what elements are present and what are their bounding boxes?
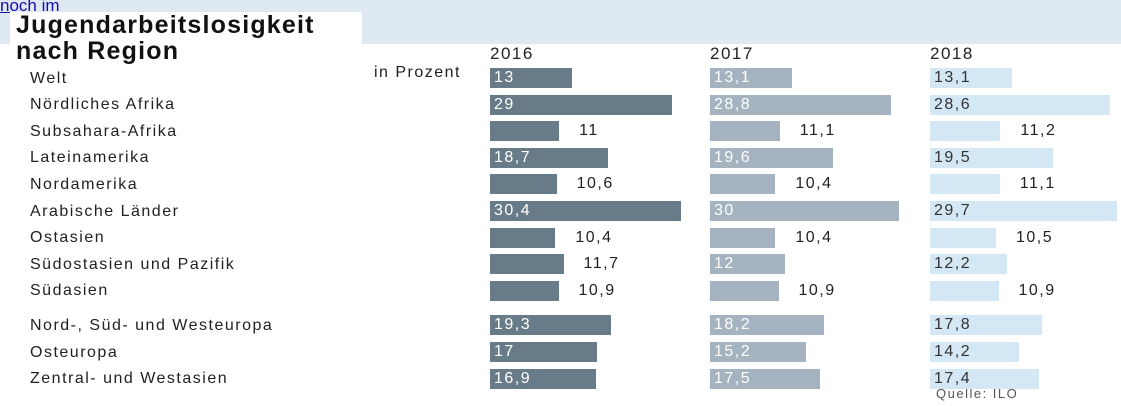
bar <box>710 201 899 221</box>
bar <box>710 121 780 142</box>
value-label: 19,6 <box>714 148 752 166</box>
bar <box>490 342 597 362</box>
chart-title: Jugendarbeitslosigkeit nach Region <box>10 12 362 64</box>
bar <box>930 147 1053 168</box>
bar <box>490 68 572 88</box>
category-label: Welt <box>30 69 68 87</box>
value-label: 11,1 <box>799 122 836 140</box>
value-label: 12,2 <box>934 255 972 273</box>
bar <box>710 94 892 115</box>
value-label: 29,7 <box>934 202 972 219</box>
bar <box>930 280 999 301</box>
bar <box>710 254 786 275</box>
bar <box>930 368 1040 389</box>
value-label: 13 <box>494 69 515 86</box>
value-label: 30,4 <box>494 202 532 219</box>
value-label: 10,6 <box>576 175 614 193</box>
value-label: 11,7 <box>583 255 620 273</box>
bar <box>710 368 820 389</box>
bar <box>710 174 776 195</box>
value-label: 13,1 <box>714 69 752 86</box>
value-label: 10,4 <box>795 175 833 193</box>
bar <box>710 342 806 362</box>
bar <box>490 94 673 115</box>
value-label: 28,8 <box>714 95 752 113</box>
bar <box>930 174 1000 195</box>
category-label: Südasien <box>30 282 109 300</box>
value-label: 17,5 <box>714 369 752 387</box>
category-label: Osteuropa <box>30 343 119 361</box>
bar <box>490 368 597 389</box>
category-label: Südostasien und Pazifik <box>30 255 236 273</box>
category-label: Nord-, Süd- und Westeuropa <box>30 316 274 334</box>
bar <box>710 147 834 168</box>
legend-label: 2016 <box>490 44 534 63</box>
legend-label: 2017 <box>710 44 754 63</box>
bar <box>930 254 1007 275</box>
bar <box>710 227 776 248</box>
value-label: 29 <box>494 95 515 113</box>
category-label: Arabische Länder <box>30 202 180 220</box>
value-label: 18,2 <box>714 316 752 334</box>
value-label: 17 <box>494 343 515 360</box>
value-label: 17,4 <box>934 369 972 387</box>
value-label: 19,3 <box>494 316 532 334</box>
value-label: 11,1 <box>1019 175 1056 193</box>
bar <box>490 174 557 195</box>
bar <box>490 315 612 336</box>
bar <box>930 121 1001 142</box>
bar <box>490 201 682 221</box>
bar <box>710 315 825 336</box>
value-label: 10,4 <box>575 228 613 246</box>
source: Quelle: ILO <box>936 386 1019 401</box>
bar <box>490 227 556 248</box>
value-label: 13,1 <box>934 69 972 86</box>
value-label: 10,5 <box>1016 228 1054 246</box>
value-label: 18,7 <box>494 148 532 166</box>
legend-label: 2018 <box>930 44 974 63</box>
category-label: Subsahara-Afrika <box>30 122 178 140</box>
bar <box>490 147 608 168</box>
bar <box>930 201 1117 221</box>
bar <box>930 227 996 248</box>
value-label: 11,2 <box>1020 122 1057 140</box>
bar <box>930 342 1020 362</box>
category-label: Lateinamerika <box>30 149 150 167</box>
value-label: 10,9 <box>578 281 616 299</box>
value-label: 16,9 <box>494 369 532 387</box>
bar <box>490 254 564 275</box>
category-label: Nördliches Afrika <box>30 96 176 114</box>
value-label: 19,5 <box>934 148 972 166</box>
bar <box>490 121 560 142</box>
value-label: 28,6 <box>934 95 972 113</box>
value-label: 30 <box>714 202 735 219</box>
bar <box>490 280 559 301</box>
value-label: 12 <box>714 255 735 273</box>
bar <box>710 280 779 301</box>
value-label: 10,4 <box>795 228 833 246</box>
value-label: 11 <box>579 122 599 140</box>
bar <box>930 68 1013 88</box>
link[interactable]: noch im <box>0 0 60 15</box>
value-label: 10,9 <box>1018 281 1056 299</box>
value-label: 10,9 <box>798 281 836 299</box>
bar <box>930 94 1110 115</box>
value-label: 17,8 <box>934 316 972 334</box>
bar <box>710 68 793 88</box>
value-label: 15,2 <box>714 343 752 360</box>
category-label: Nordamerika <box>30 175 139 193</box>
subtitle: in Prozent <box>373 64 461 81</box>
value-label: 14,2 <box>934 343 972 360</box>
category-label: Ostasien <box>30 229 106 247</box>
category-label: Zentral- und Westasien <box>30 370 229 388</box>
bar <box>930 315 1042 336</box>
